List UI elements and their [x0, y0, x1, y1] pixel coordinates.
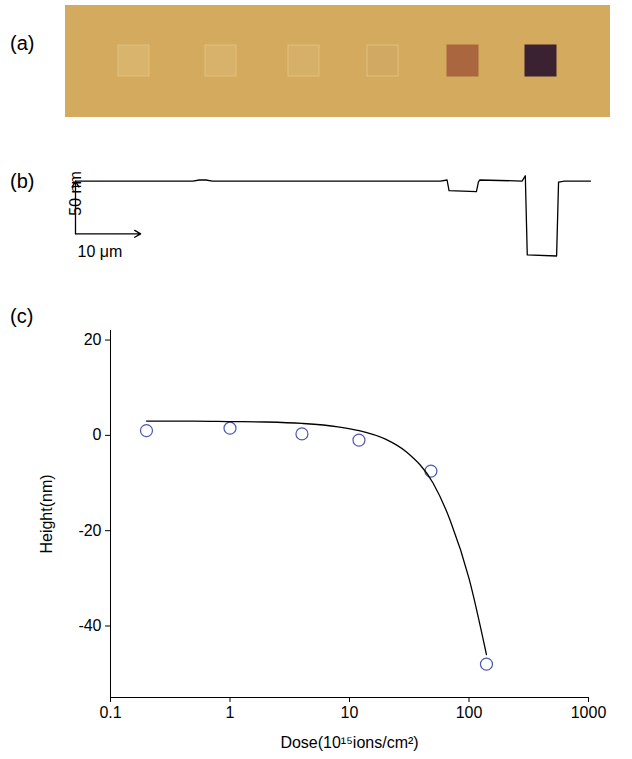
svg-text:-20: -20: [78, 522, 101, 539]
svg-text:0.1: 0.1: [99, 704, 121, 721]
svg-text:Height(nm): Height(nm): [38, 474, 55, 553]
svg-text:100: 100: [456, 704, 483, 721]
svg-text:-40: -40: [78, 617, 101, 634]
html-text:(a): (a): [10, 32, 35, 54]
svg-text:20: 20: [84, 331, 102, 348]
svg-text:10 μm: 10 μm: [78, 243, 123, 260]
svg-text:Dose(10¹⁵ions/cm²): Dose(10¹⁵ions/cm²): [280, 734, 418, 751]
svg-text:50 nm: 50 nm: [67, 171, 84, 215]
svg-text:1000: 1000: [571, 704, 607, 721]
svg-text:1: 1: [226, 704, 235, 721]
svg-text:0: 0: [93, 426, 102, 443]
html-text:(c): (c): [10, 305, 34, 327]
svg-text:10: 10: [341, 704, 359, 721]
html-text:(b): (b): [10, 170, 35, 192]
